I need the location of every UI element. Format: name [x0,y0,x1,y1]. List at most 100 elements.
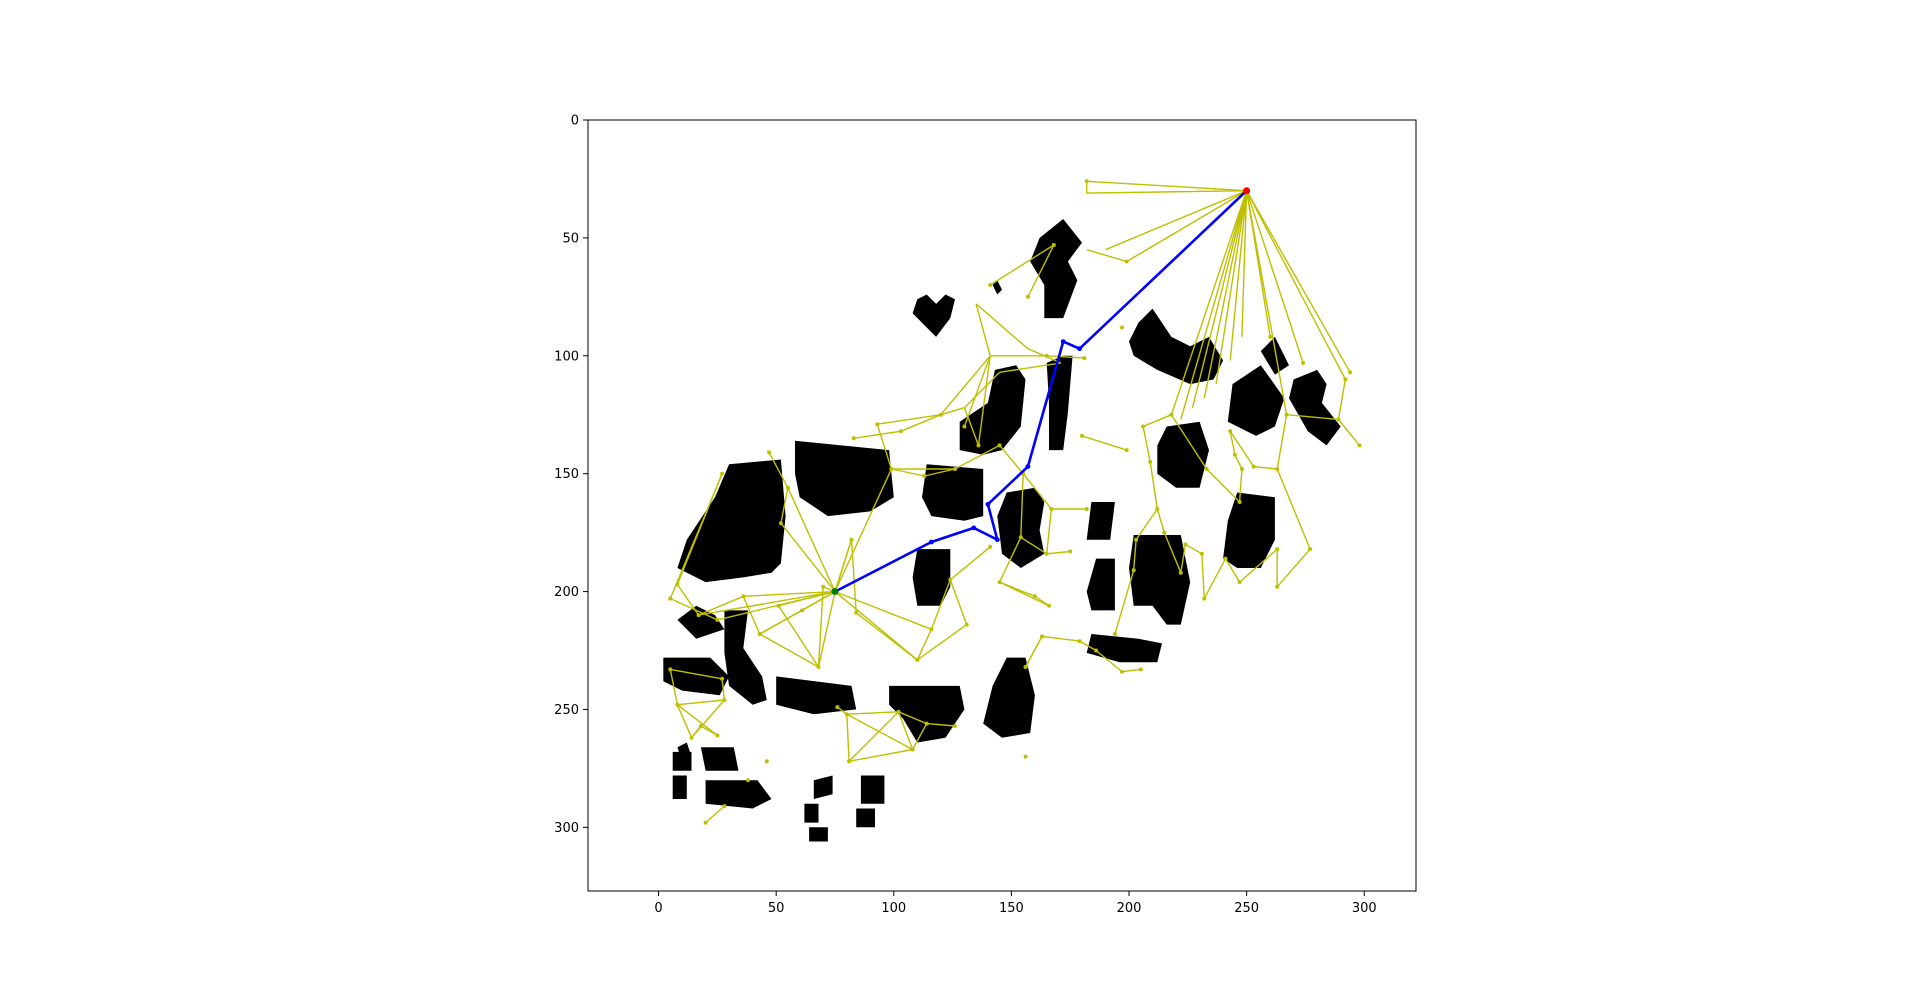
roadmap-edge [817,586,824,668]
roadmap-node [1284,412,1289,417]
obstacle [959,365,1026,455]
start-marker [831,588,839,596]
roadmap-node [924,721,929,726]
roadmap-edge [698,595,744,616]
roadmap-edge [1135,508,1158,541]
obstacle [922,464,984,521]
roadmap-edge [1191,190,1248,408]
obstacle [992,280,1002,295]
obstacle [1129,308,1224,385]
roadmap-node [1018,535,1023,540]
roadmap-edge [900,414,942,432]
roadmap-edge [1149,461,1158,510]
roadmap-edge [780,522,836,593]
path-waypoint [1060,339,1066,344]
roadmap-edge [1180,190,1248,420]
obstacle [813,775,833,799]
obstacle [1289,369,1341,446]
obstacle [1030,219,1082,319]
roadmap-edge [975,303,991,356]
roadmap-node [1148,459,1153,464]
roadmap-node [741,594,746,599]
roadmap-node [776,603,781,608]
roadmap-edge [1020,473,1024,538]
roadmap-node [720,471,725,476]
roadmap-edge [1020,536,1048,555]
roadmap-node [675,702,680,707]
roadmap-edge [834,468,893,592]
roadmap-edge [916,624,968,661]
roadmap-edge [700,725,718,737]
roadmap-edge [777,605,820,668]
roadmap-edge [1170,414,1208,470]
roadmap-edge [846,711,899,715]
roadmap-node [1049,507,1054,511]
obstacle [672,775,687,799]
roadmap-edge [1229,431,1236,455]
roadmap-edge [698,590,836,616]
roadmap-node [1162,530,1167,535]
roadmap-edge [742,596,761,635]
roadmap-edge [1241,190,1248,337]
roadmap-edge [1133,539,1137,571]
axes-frame [587,119,1417,892]
obstacle [776,676,857,715]
y-tick-label: 200 [554,585,579,600]
obstacle [889,685,965,743]
roadmap-edge [669,669,679,705]
roadmap-node [929,627,934,632]
x-axis: 0 50 100 150 200 250 300 [654,891,1377,916]
roadmap-edge [1201,553,1205,599]
roadmap-node [668,667,673,672]
roadmap-edge [1286,414,1339,421]
roadmap-node [1202,596,1207,601]
roadmap-node [953,467,957,471]
roadmap-edge [1245,190,1304,364]
roadmap-edge [1126,190,1247,263]
roadmap-node [1112,632,1117,636]
roadmap-node [715,733,720,738]
roadmap-node [835,705,840,710]
roadmap-edge [780,487,789,524]
roadmap-edge [911,723,928,750]
roadmap-node [910,747,915,752]
roadmap-edge [977,355,991,446]
roadmap-edge [1224,558,1241,583]
path-waypoint [929,539,934,545]
roadmap-edge [1024,636,1043,668]
roadmap-node [1138,667,1143,672]
roadmap-node [1301,360,1306,365]
roadmap-edge [989,244,1055,286]
roadmap-edge [1337,379,1347,420]
roadmap-edge [1046,550,1071,555]
roadmap-edge [1203,190,1248,399]
roadmap-node [964,622,969,627]
roadmap-edge [877,414,941,425]
roadmap-edge [848,748,913,762]
roadmap-edge [1046,355,1085,359]
roadmap-edge [778,590,836,607]
roadmap-node [1169,412,1174,417]
obstacle-layer [663,219,1341,842]
roadmap-node [1023,754,1028,759]
obstacle [677,742,692,762]
roadmap-edge [1022,473,1052,510]
y-tick-label: 0 [571,114,579,129]
roadmap-node [1348,370,1353,375]
obstacle [912,549,951,606]
roadmap-node [875,422,880,427]
roadmap-edge [768,452,789,489]
roadmap-node [722,698,727,702]
roadmap-edge [846,713,913,751]
roadmap-edge [721,678,726,701]
roadmap-edge [848,711,899,762]
path-waypoint [1077,346,1082,352]
roadmap-edge [743,590,836,597]
y-tick-label: 250 [554,703,579,718]
roadmap-node [1183,542,1188,547]
roadmap-edge [1086,190,1247,194]
roadmap-edge [850,539,857,613]
roadmap-node [988,283,993,287]
roadmap-node [1120,669,1124,674]
endpoint-layer [831,187,1251,596]
